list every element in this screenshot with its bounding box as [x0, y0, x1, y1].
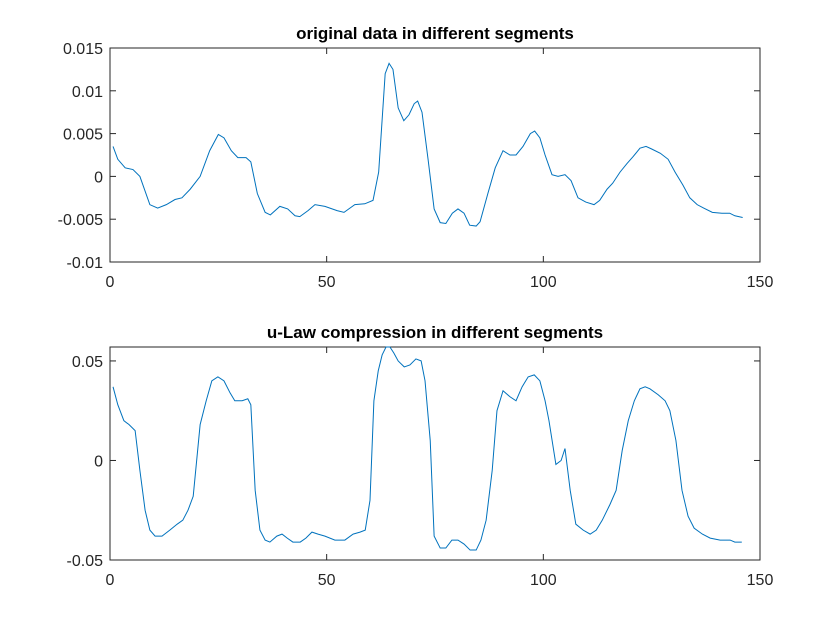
x-tick-label: 150: [747, 572, 774, 589]
x-tick-label: 100: [530, 274, 557, 291]
y-tick-label: -0.01: [67, 255, 104, 272]
data-line: [112, 62, 743, 227]
chart-title: original data in different segments: [296, 24, 574, 43]
y-tick-label: -0.005: [58, 212, 103, 229]
x-tick-label: 0: [106, 572, 115, 589]
chart-title: u-Law compression in different segments: [267, 323, 603, 342]
x-tick-label: 50: [318, 572, 336, 589]
axes-box: [109, 47, 761, 263]
data-line: [112, 346, 742, 551]
y-tick-label: -0.05: [67, 553, 104, 570]
y-tick-label: 0: [94, 453, 103, 470]
y-tick-label: 0.05: [72, 354, 103, 371]
x-tick-label: 50: [318, 274, 336, 291]
x-tick-label: 0: [106, 274, 115, 291]
y-tick-label: 0.015: [63, 41, 103, 58]
y-tick-label: 0.005: [63, 127, 103, 144]
x-tick-label: 100: [530, 572, 557, 589]
x-tick-label: 150: [747, 274, 774, 291]
y-tick-label: 0.01: [72, 84, 103, 101]
y-tick-label: 0: [94, 169, 103, 186]
axes-box: [109, 346, 761, 561]
